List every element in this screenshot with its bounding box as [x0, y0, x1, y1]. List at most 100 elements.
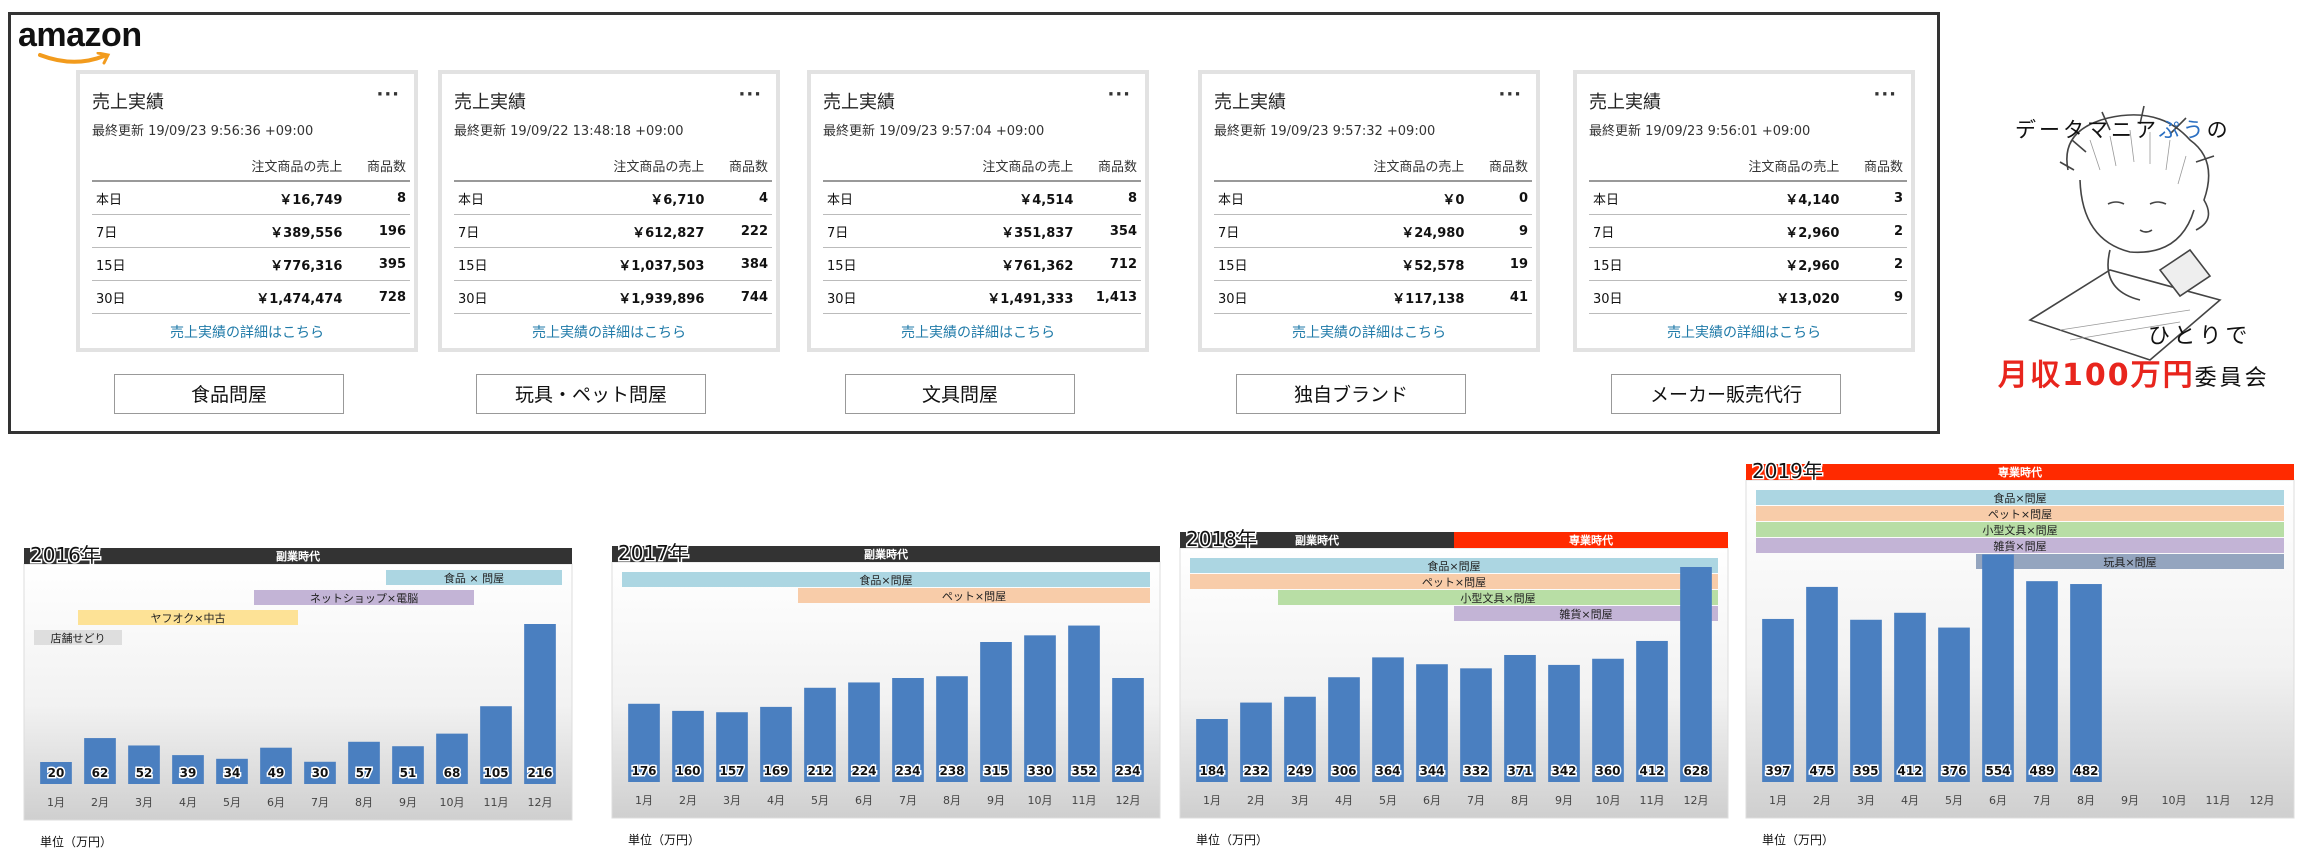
x-tick-label: 3月: [1857, 794, 1875, 807]
annotation-band: [1756, 538, 2284, 553]
period-label: 15日: [92, 247, 188, 281]
item-count: 9: [1468, 214, 1532, 248]
x-tick-label: 10月: [2162, 794, 2187, 807]
sales-detail-link[interactable]: 売上実績の詳細はこちら: [532, 325, 686, 341]
bar-value-label: 249: [1287, 764, 1312, 778]
period-label: 本日: [1589, 181, 1685, 215]
more-options-icon[interactable]: ···: [1873, 84, 1897, 105]
sales-detail-link[interactable]: 売上実績の詳細はこちら: [170, 325, 324, 341]
x-tick-label: 3月: [135, 796, 153, 809]
bar-value-label: 342: [1551, 764, 1576, 778]
x-tick-label: 12月: [1684, 794, 1709, 807]
bar-value-label: 52: [136, 766, 153, 780]
bar-value-label: 68: [444, 766, 461, 780]
x-tick-label: 5月: [223, 796, 241, 809]
item-count: 2: [1843, 247, 1907, 281]
annotation-band: [1756, 490, 2284, 505]
x-tick-label: 5月: [811, 794, 829, 807]
sales-value: ￥0: [1309, 181, 1469, 215]
bar-value-label: 315: [983, 764, 1008, 778]
sales-row: 30日 ￥1,939,896 744: [454, 280, 772, 314]
bar: [936, 676, 968, 782]
period-label: 副業時代: [1295, 533, 1339, 547]
sales-value: ￥1,491,333: [918, 280, 1078, 314]
period-label: 30日: [1589, 280, 1685, 314]
annotation-band: [1190, 574, 1718, 589]
item-count: 0: [1468, 181, 1532, 215]
mascot-caption-bottom: 月収100万円委員会: [1998, 358, 2270, 393]
annotation-label: ヤフオク×中古: [151, 612, 226, 625]
store-button[interactable]: メーカー販売代行: [1611, 374, 1841, 414]
x-tick-label: 4月: [1901, 794, 1919, 807]
more-options-icon[interactable]: ···: [1107, 84, 1131, 105]
sales-detail-link[interactable]: 売上実績の詳細はこちら: [1667, 325, 1821, 341]
sales-value: ￥1,037,503: [549, 247, 709, 281]
period-label: 副業時代: [864, 547, 908, 561]
annotation-band: [1454, 606, 1718, 621]
sales-value: ￥52,578: [1309, 247, 1469, 281]
item-count: 354: [1077, 214, 1141, 248]
sales-value: ￥4,140: [1684, 181, 1844, 215]
x-tick-label: 6月: [267, 796, 285, 809]
item-count: 8: [1077, 181, 1141, 215]
item-count: 8: [346, 181, 410, 215]
period-label: 7日: [823, 214, 919, 248]
x-tick-label: 10月: [1596, 794, 1621, 807]
sales-value: ￥2,960: [1684, 214, 1844, 248]
store-button[interactable]: 独自ブランド: [1236, 374, 1466, 414]
sales-table: 注文商品の売上 商品数 本日 ￥0 0 7日 ￥24,980 9 15日 ￥52,578 19 30日…: [1214, 150, 1532, 314]
store-button[interactable]: 玩具・ペット問屋: [476, 374, 706, 414]
more-options-icon[interactable]: ···: [738, 84, 762, 105]
bar: [1504, 654, 1536, 782]
sales-value: ￥16,749: [187, 181, 347, 215]
sales-value: ￥1,474,474: [187, 280, 347, 314]
annotation-label: 食品×問屋: [1993, 491, 2046, 505]
x-tick-label: 1月: [1769, 794, 1787, 807]
col-header-sales: 注文商品の売上: [918, 150, 1078, 182]
x-tick-label: 4月: [179, 796, 197, 809]
item-count: 712: [1077, 247, 1141, 281]
annotation-label: ネットショップ×電脳: [310, 592, 418, 605]
mascot-caption-middle: ひとりで: [2148, 324, 2252, 349]
last-updated: 最終更新 19/09/23 9:57:32 +09:00: [1214, 124, 1436, 139]
store-button[interactable]: 食品問屋: [114, 374, 344, 414]
bar: [1894, 612, 1926, 782]
period-label: 30日: [823, 280, 919, 314]
bar: [1196, 719, 1228, 782]
bar: [804, 687, 836, 782]
x-tick-label: 6月: [855, 794, 873, 807]
sales-row: 15日 ￥761,362 712: [823, 247, 1141, 281]
sales-row: 本日 ￥6,710 4: [454, 181, 772, 215]
item-count: 3: [1843, 181, 1907, 215]
bar-value-label: 57: [356, 766, 373, 780]
sales-detail-link[interactable]: 売上実績の詳細はこちら: [901, 325, 1055, 341]
sales-value: ￥1,939,896: [549, 280, 709, 314]
sales-row: 本日 ￥16,749 8: [92, 181, 410, 215]
store-button[interactable]: 文具問屋: [845, 374, 1075, 414]
bar-value-label: 232: [1243, 764, 1268, 778]
item-count: 384: [708, 247, 772, 281]
bar-value-label: 105: [483, 766, 508, 780]
sales-value: ￥13,020: [1684, 280, 1844, 314]
bar: [1636, 640, 1668, 782]
more-options-icon[interactable]: ···: [1498, 84, 1522, 105]
bar: [1284, 696, 1316, 782]
bar: [2070, 584, 2102, 782]
bar: [304, 761, 336, 784]
x-tick-label: 8月: [1511, 794, 1529, 807]
bar-value-label: 39: [180, 766, 197, 780]
sales-value: ￥6,710: [549, 181, 709, 215]
bar: [672, 710, 704, 782]
more-options-icon[interactable]: ···: [376, 84, 400, 105]
period-label: 30日: [1214, 280, 1310, 314]
x-tick-label: 7月: [899, 794, 917, 807]
amazon-dashboard-frame: [8, 12, 1940, 434]
chart-title: 2018年: [1186, 527, 1257, 551]
period-label: 専業時代: [1569, 533, 1613, 547]
sales-detail-link[interactable]: 売上実績の詳細はこちら: [1292, 325, 1446, 341]
x-tick-label: 12月: [2250, 794, 2275, 807]
item-count: 744: [708, 280, 772, 314]
last-updated: 最終更新 19/09/22 13:48:18 +09:00: [454, 124, 684, 139]
bar-value-label: 176: [631, 764, 656, 778]
item-count: 2: [1843, 214, 1907, 248]
